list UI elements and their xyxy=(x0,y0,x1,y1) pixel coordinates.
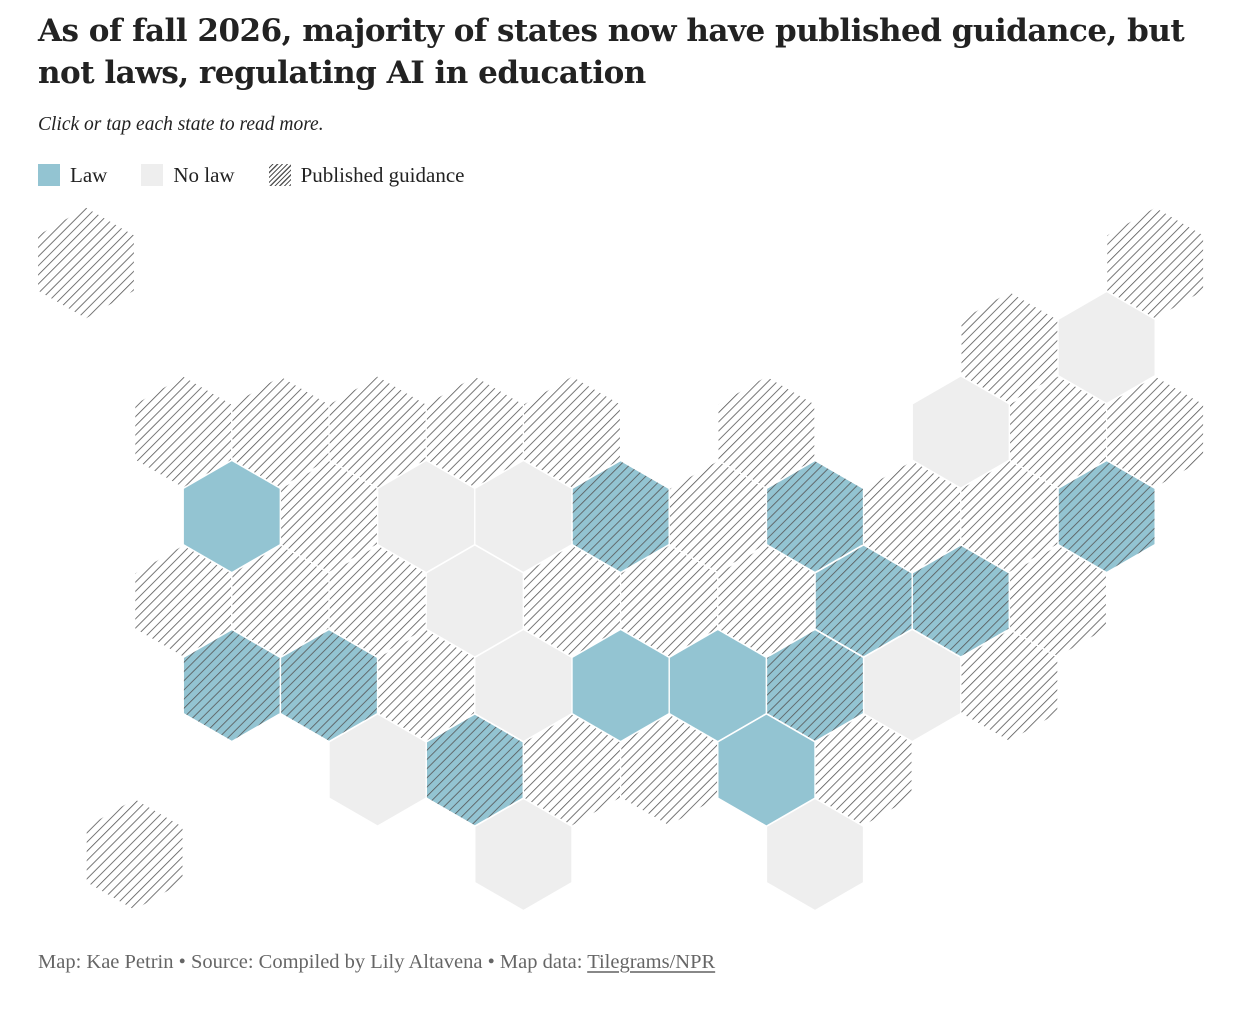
legend-item-no-law: No law xyxy=(141,162,235,188)
legend-swatch-guidance xyxy=(268,164,291,186)
state-hex[interactable] xyxy=(960,459,1059,574)
state-hex[interactable] xyxy=(328,375,427,489)
source-credit: Source: Compiled by Lily Altavena xyxy=(190,951,483,973)
state-hex[interactable] xyxy=(1008,544,1108,658)
state-hex[interactable] xyxy=(134,544,233,658)
guidance-hatch xyxy=(960,628,1059,743)
state-hex[interactable] xyxy=(425,375,524,489)
state-hex[interactable] xyxy=(571,459,670,574)
state-hex[interactable] xyxy=(279,459,379,574)
state-hex[interactable] xyxy=(279,628,379,743)
legend-label-guidance: Published guidance xyxy=(300,162,465,187)
guidance-hatch xyxy=(85,797,184,912)
state-hex[interactable] xyxy=(85,797,184,912)
state-hex[interactable] xyxy=(863,459,962,574)
legend: Law No law Published guidance xyxy=(38,162,464,188)
state-hex[interactable] xyxy=(474,797,573,912)
state-hex[interactable] xyxy=(1106,375,1205,489)
chart-title: As of fall 2026, majority of states now … xyxy=(38,13,1185,91)
state-hex[interactable] xyxy=(182,628,281,743)
state-hex[interactable] xyxy=(765,797,865,912)
state-hex[interactable] xyxy=(1008,375,1108,489)
state-hex[interactable] xyxy=(668,459,767,574)
state-hex[interactable] xyxy=(377,628,476,743)
legend-item-guidance: Published guidance xyxy=(268,162,465,188)
state-hex[interactable] xyxy=(1106,206,1205,320)
state-hex[interactable] xyxy=(765,628,865,743)
map-data-link[interactable]: Tilegrams/NPR xyxy=(587,951,716,973)
map-credit: Map: Kae Petrin xyxy=(38,951,174,973)
state-hex[interactable] xyxy=(814,713,913,827)
state-hex[interactable] xyxy=(134,375,233,489)
legend-swatch-no-law xyxy=(141,164,164,186)
legend-swatch-law xyxy=(38,164,60,186)
state-hex[interactable] xyxy=(522,544,622,658)
legend-label-no-law: No law xyxy=(173,162,235,187)
state-hex-no-law[interactable] xyxy=(474,797,573,912)
legend-item-law: Law xyxy=(38,163,107,188)
state-hex[interactable] xyxy=(620,713,719,827)
state-hex[interactable] xyxy=(960,628,1059,743)
guidance-hatch xyxy=(36,206,136,320)
state-hex-map xyxy=(36,206,1205,912)
footer-separator: • xyxy=(482,951,500,973)
state-hex[interactable] xyxy=(1057,459,1156,574)
chart-subtitle: Click or tap each state to read more. xyxy=(38,114,324,135)
legend-label-law: Law xyxy=(70,162,108,187)
state-hex[interactable] xyxy=(522,375,622,489)
footer-credits: Map: Kae Petrin • Source: Compiled by Li… xyxy=(38,949,715,975)
map-data-label: Map data: xyxy=(499,951,588,973)
state-hex[interactable] xyxy=(717,375,816,489)
footer-separator: • xyxy=(173,951,191,973)
state-hex[interactable] xyxy=(36,206,136,320)
state-hex[interactable] xyxy=(231,544,330,658)
state-hex-no-law[interactable] xyxy=(765,797,865,912)
